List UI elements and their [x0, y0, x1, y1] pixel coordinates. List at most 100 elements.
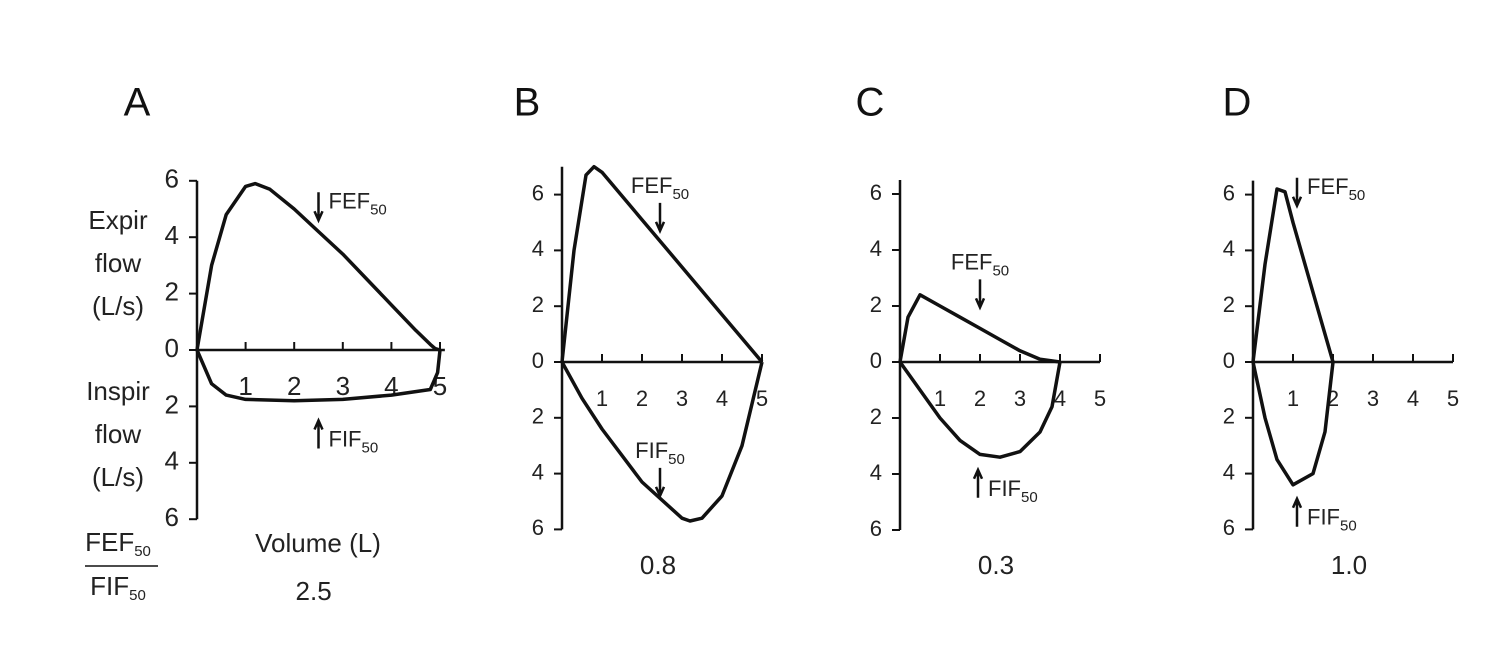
x-tick-label: 3: [336, 371, 350, 401]
panel-letter: A: [124, 81, 151, 125]
ratio-value: 1.0: [1331, 550, 1367, 580]
y-tick-label: 0: [165, 333, 179, 363]
flow-curve: [1251, 361, 1335, 487]
flow-curve: [1251, 187, 1335, 363]
x-tick-label: 3: [676, 386, 688, 411]
y-axis-label: Inspir: [86, 376, 150, 406]
y-tick-label: 6: [532, 515, 544, 540]
y-tick-label: 2: [870, 404, 882, 429]
annotation-arrow: [313, 417, 324, 449]
y-axis-label: flow: [95, 419, 141, 449]
y-tick-label: 2: [165, 276, 179, 306]
annotation-label-main: FIF: [1307, 505, 1340, 530]
y-axis-label: (L/s): [92, 291, 144, 321]
flow-curve: [898, 360, 1062, 459]
y-tick-label: 6: [1223, 515, 1235, 540]
x-tick-label: 5: [1447, 386, 1459, 411]
y-tick-label: 2: [532, 404, 544, 429]
annotation-label-sub: 50: [1340, 518, 1357, 535]
annotation-label-main: FEF: [329, 188, 371, 213]
ratio-value: 0.8: [640, 550, 676, 580]
y-tick-label: 2: [532, 292, 544, 317]
flow-curve: [898, 293, 1061, 364]
x-tick-label: 4: [1054, 386, 1066, 411]
y-tick-label: 2: [165, 389, 179, 419]
y-tick-label: 0: [1223, 348, 1235, 373]
x-tick-label: 2: [287, 371, 301, 401]
y-tick-label: 4: [870, 460, 882, 485]
x-tick-label: 2: [974, 386, 986, 411]
annotation-arrow: [654, 202, 666, 234]
x-tick-label: 2: [636, 386, 648, 411]
panel-letter: C: [856, 81, 885, 125]
x-tick-label: 4: [716, 386, 728, 411]
annotation-label: FEF50: [329, 188, 387, 218]
y-tick-label: 2: [1223, 404, 1235, 429]
y-axis-label: Expir: [88, 205, 148, 235]
y-tick-label: 4: [165, 220, 179, 250]
x-tick-label: 1: [934, 386, 946, 411]
annotation-label-sub: 50: [668, 451, 685, 468]
annotation-arrow: [654, 467, 666, 499]
y-tick-label: 6: [532, 180, 544, 205]
ratio-numerator-main: FEF: [85, 527, 134, 557]
ratio-denominator-sub: 50: [129, 587, 146, 604]
annotation-label-main: FIF: [988, 476, 1021, 501]
flow-curve: [560, 361, 764, 523]
annotation-label: FEF50: [1307, 174, 1365, 204]
annotation-label-sub: 50: [992, 262, 1009, 279]
x-tick-label: 1: [1287, 386, 1299, 411]
x-tick-label: 3: [1014, 386, 1026, 411]
annotation-arrow: [1291, 495, 1303, 527]
panel-letter: D: [1223, 81, 1252, 125]
annotation-label: FIF50: [635, 438, 685, 468]
annotation-label-sub: 50: [370, 201, 387, 218]
y-tick-label: 4: [1223, 236, 1235, 261]
y-tick-label: 4: [532, 236, 544, 261]
y-tick-label: 4: [1223, 459, 1235, 484]
x-tick-label: 5: [1094, 386, 1106, 411]
y-axis-label: flow: [95, 248, 141, 278]
y-tick-label: 0: [870, 348, 882, 373]
x-tick-label: 1: [238, 371, 252, 401]
annotation-label-sub: 50: [362, 439, 379, 456]
annotation-label: FIF50: [1307, 505, 1357, 535]
annotation-label-sub: 50: [1021, 489, 1038, 506]
ratio-denominator-main: FIF: [90, 571, 129, 601]
annotation-label: FEF50: [951, 249, 1009, 279]
y-tick-label: 6: [870, 180, 882, 205]
annotation-label-sub: 50: [672, 186, 689, 203]
annotation-label-main: FEF: [1307, 174, 1349, 199]
y-tick-label: 6: [870, 516, 882, 541]
y-tick-label: 6: [165, 164, 179, 194]
y-tick-label: 4: [532, 459, 544, 484]
x-tick-label: 3: [1367, 386, 1379, 411]
y-tick-label: 4: [165, 446, 179, 476]
annotation-label: FIF50: [988, 476, 1038, 506]
ratio-numerator: FEF50: [85, 527, 151, 560]
annotation-arrow: [974, 279, 986, 311]
annotation-label-main: FEF: [631, 173, 673, 198]
annotation-label-main: FIF: [635, 438, 668, 463]
y-tick-label: 4: [870, 236, 882, 261]
y-tick-label: 2: [1223, 292, 1235, 317]
y-tick-label: 6: [1223, 180, 1235, 205]
panel-letter: B: [514, 81, 541, 125]
x-axis-label: Volume (L): [255, 528, 381, 558]
y-tick-label: 0: [532, 348, 544, 373]
y-axis-label: (L/s): [92, 462, 144, 492]
annotation-arrow: [313, 192, 324, 224]
annotation-label: FIF50: [329, 426, 379, 456]
flow-curve: [195, 181, 441, 352]
flow-curve: [560, 164, 764, 364]
ratio-value: 2.5: [296, 576, 332, 606]
annotation-label-main: FIF: [329, 426, 362, 451]
annotation-label-main: FEF: [951, 249, 993, 274]
ratio-numerator-sub: 50: [134, 543, 151, 560]
annotation-label: FEF50: [631, 173, 689, 203]
annotation-arrow: [1291, 177, 1303, 209]
annotation-arrow: [972, 466, 984, 498]
y-tick-label: 6: [165, 502, 179, 532]
annotation-label-sub: 50: [1349, 187, 1366, 204]
